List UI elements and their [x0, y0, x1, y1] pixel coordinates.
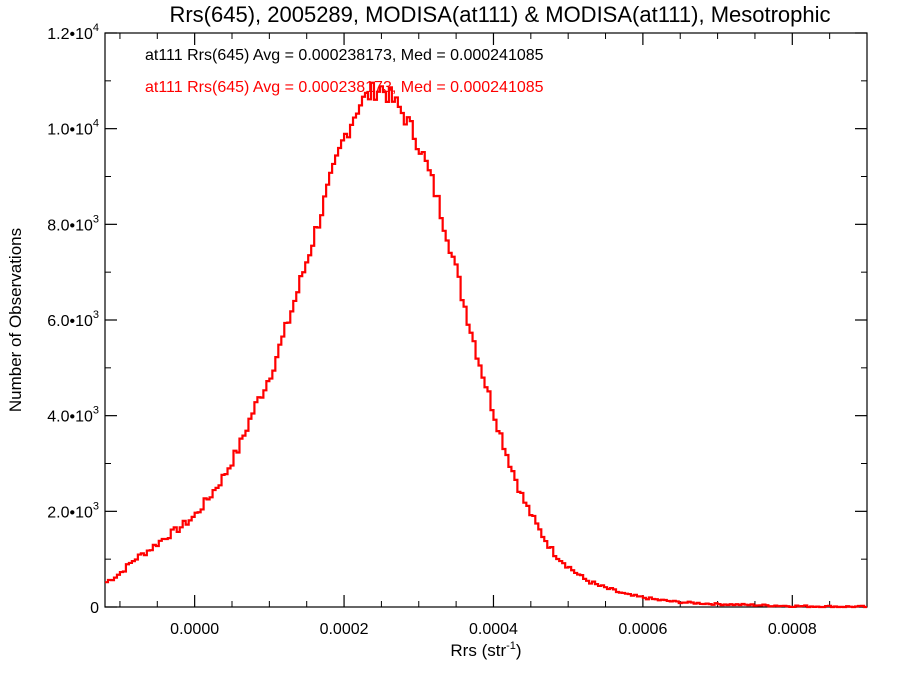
y-tick-label: 0	[90, 600, 99, 617]
y-tick-label: 8.0•103	[47, 213, 99, 234]
x-tick-label: 0.0004	[469, 621, 518, 638]
x-axis-label: Rrs (str-1)	[450, 640, 521, 660]
chart-title: Rrs(645), 2005289, MODISA(at111) & MODIS…	[169, 2, 830, 27]
y-tick-label: 6.0•103	[47, 309, 99, 330]
plot-frame	[104, 32, 868, 608]
x-tick-label: 0.0006	[618, 621, 667, 638]
y-tick-label: 1.0•104	[47, 118, 99, 139]
legend-entry-1: at111 Rrs(645) Avg = 0.000238173, Med = …	[145, 47, 544, 64]
y-tick-label: 1.2•104	[47, 22, 99, 43]
legend-entry-2: at111 Rrs(645) Avg = 0.000238173, Med = …	[145, 79, 544, 96]
x-tick-labels: 0.0000 0.0002 0.0004 0.0006 0.0008	[170, 621, 817, 638]
axis-ticks	[105, 32, 867, 608]
x-tick-label: 0.0008	[768, 621, 817, 638]
y-tick-label: 2.0•103	[47, 500, 99, 521]
y-axis-label: Number of Observations	[6, 228, 25, 412]
histogram-series-red	[105, 81, 867, 609]
y-tick-labels: 0 2.0•103 4.0•103 6.0•103 8.0•103 1.0•104 1.2•…	[47, 22, 99, 617]
y-tick-label: 4.0•103	[47, 405, 99, 426]
x-tick-label: 0.0002	[320, 621, 369, 638]
x-tick-label: 0.0000	[170, 621, 219, 638]
